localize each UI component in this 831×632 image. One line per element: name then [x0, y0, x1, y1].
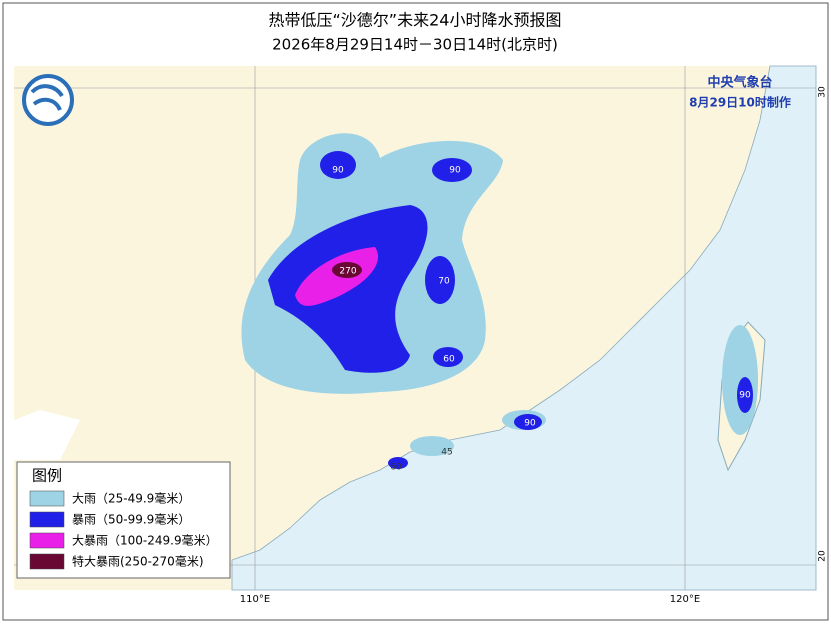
rain-label: 45 [441, 448, 452, 458]
legend-swatch [29, 511, 65, 528]
rain-heavy-rainstorm [295, 247, 379, 306]
lat-label: 30 [818, 86, 828, 98]
rain-label: 90 [449, 166, 461, 176]
sea [231, 65, 817, 591]
rain-area [433, 347, 463, 367]
rain-label: 70 [438, 277, 450, 287]
agency: 中央气象台 [707, 75, 772, 91]
legend-swatch [29, 553, 65, 570]
rain-area [388, 457, 408, 469]
rain-area [320, 151, 356, 179]
rain-label: 60 [390, 463, 402, 473]
rain-area [332, 262, 362, 278]
legend: 图例 大雨（25-49.9毫米） 暴雨（50-99.9毫米） 大暴雨（100-249… [16, 461, 231, 579]
rain-area [737, 377, 753, 413]
legend-title: 图例 [32, 467, 62, 485]
legend-label: 暴雨（50-99.9毫米） [72, 512, 190, 527]
rain-label: 90 [332, 166, 344, 176]
rain-area [514, 414, 542, 430]
rain-area [425, 256, 455, 304]
legend-label: 大雨（25-49.9毫米） [72, 491, 190, 506]
issue-time: 8月29日10时制作 [689, 95, 791, 110]
subtitle: 2026年8月29日14时－30日14时(北京时) [272, 36, 558, 54]
rain-label: 60 [443, 355, 455, 365]
rain-area [295, 247, 379, 306]
rain-label: 90 [739, 391, 751, 401]
lat-label: 20 [818, 550, 828, 562]
legend-label: 特大暴雨(250-270毫米) [72, 554, 204, 569]
legend-label: 大暴雨（100-249.9毫米） [72, 533, 218, 548]
legend-swatch [29, 490, 65, 507]
rain-label: 90 [524, 419, 536, 429]
rain-area [410, 436, 454, 456]
title: 热带低压“沙德尔”未来24小时降水预报图 [269, 11, 562, 30]
lon-label: 120°E [670, 594, 700, 605]
water-area [14, 410, 80, 460]
rain-area [722, 325, 758, 435]
rain-extreme [332, 262, 362, 278]
rain-label: 270 [339, 267, 356, 277]
emblem [22, 74, 74, 126]
lon-label: 110°E [240, 594, 270, 605]
rain-area [432, 158, 472, 182]
legend-swatch [29, 532, 65, 549]
